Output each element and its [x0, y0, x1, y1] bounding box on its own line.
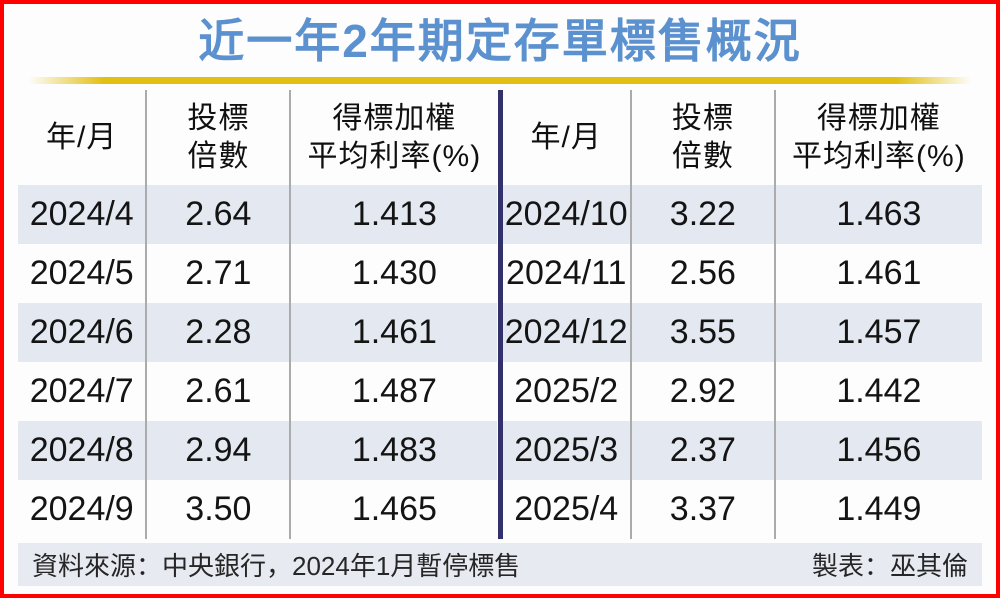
- column-header-month: 年/月: [503, 90, 632, 185]
- column-header-month: 年/月: [18, 90, 148, 185]
- table-cell: 1.461: [836, 254, 922, 292]
- table-cell: 3.37: [632, 480, 776, 539]
- table-cell: 2024/8: [18, 421, 148, 480]
- table-cell: 2024/9: [18, 480, 148, 539]
- table-cell: 2.92: [632, 362, 776, 421]
- credit-note: 製表：巫其倫: [811, 551, 968, 581]
- table-cell: 2.94: [147, 421, 292, 480]
- table-cell: 2024/4: [18, 185, 148, 244]
- table-cell: 1.457: [775, 303, 982, 362]
- table-cell: 2025/4: [503, 480, 632, 539]
- table-right-panel: 年/月 投標 倍數 得標加權 平均利率(%) 2024/10 3.22 1.46…: [502, 90, 983, 539]
- table-cell: 2.37: [631, 421, 776, 480]
- table-cell: 1.442: [836, 372, 922, 410]
- table-left-panel: 年/月 投標 倍數 得標加權 平均利率(%) 2024/4 2.64 1.413…: [18, 90, 498, 539]
- table-cell: 2.56: [632, 244, 776, 303]
- column-header-bid-multiple: 投標 倍數: [147, 90, 292, 185]
- table-cell: 2024/10: [502, 185, 632, 244]
- table-cell: 2024/12: [502, 303, 632, 362]
- auction-table: 年/月 投標 倍數 得標加權 平均利率(%) 2024/4 2.64 1.413…: [18, 90, 982, 539]
- page-title: 近一年2年期定存單標售概況: [198, 15, 802, 67]
- table-cell: 1.483: [291, 421, 498, 480]
- column-header-avg-rate: 得標加權 平均利率(%): [307, 102, 482, 173]
- table-cell: 1.456: [775, 421, 982, 480]
- table-cell: 2.64: [147, 185, 292, 244]
- table-cell: 2.28: [147, 303, 292, 362]
- table-cell: 2.71: [147, 244, 292, 303]
- table-cell: 3.55: [631, 303, 776, 362]
- column-header-bid-multiple: 投標 倍數: [632, 90, 776, 185]
- table-cell: 1.449: [836, 490, 922, 528]
- table-cell: 1.463: [775, 185, 982, 244]
- table-cell: 3.50: [147, 480, 292, 539]
- table-cell: 1.487: [351, 372, 437, 410]
- table-cell: 2024/7: [18, 362, 148, 421]
- table-cell: 2024/11: [503, 244, 632, 303]
- center-navy-divider: [497, 90, 503, 539]
- table-cell: 1.461: [291, 303, 498, 362]
- table-cell: 2024/5: [18, 244, 148, 303]
- table-cell: 2025/2: [503, 362, 632, 421]
- footer-bar: 資料來源：中央銀行，2024年1月暫停標售 製表：巫其倫: [18, 543, 982, 586]
- table-cell: 1.465: [351, 490, 437, 528]
- source-note: 資料來源：中央銀行，2024年1月暫停標售: [32, 551, 521, 581]
- table-cell: 1.430: [351, 254, 437, 292]
- table-cell: 2025/3: [502, 421, 632, 480]
- column-header-avg-rate: 得標加權 平均利率(%): [792, 102, 966, 173]
- table-cell: 1.413: [291, 185, 498, 244]
- gold-divider-line: [28, 77, 972, 84]
- table-cell: 2.61: [147, 362, 292, 421]
- table-cell: 3.22: [631, 185, 776, 244]
- table-cell: 2024/6: [18, 303, 148, 362]
